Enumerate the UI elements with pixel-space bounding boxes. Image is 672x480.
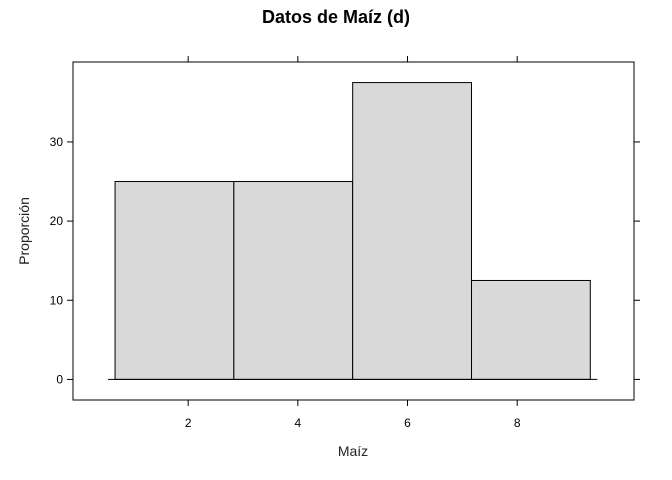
plot-frame	[72, 61, 635, 401]
x-tick-label-8: 8	[514, 416, 521, 430]
histogram-bar-1	[114, 181, 235, 380]
x-axis-ticks: 2 4 6 8	[185, 56, 521, 430]
y-tick-label-20: 20	[50, 214, 64, 228]
y-tick-label-30: 30	[50, 135, 64, 149]
chart-title: Datos de Maíz (d)	[262, 7, 410, 27]
y-tick-label-10: 10	[50, 293, 64, 307]
x-tick-label-2: 2	[185, 416, 192, 430]
x-tick-label-6: 6	[404, 416, 411, 430]
histogram-bar-4	[471, 279, 591, 380]
x-tick-label-4: 4	[294, 416, 301, 430]
histogram-bar-2	[233, 181, 354, 380]
y-axis-ticks: 0 10 20 30	[50, 135, 640, 386]
histogram-bar-3	[352, 82, 473, 380]
y-tick-label-0: 0	[56, 372, 63, 386]
x-axis-label: Maíz	[338, 443, 368, 459]
bars-group	[114, 82, 591, 380]
y-axis-label: Proporción	[16, 197, 32, 265]
